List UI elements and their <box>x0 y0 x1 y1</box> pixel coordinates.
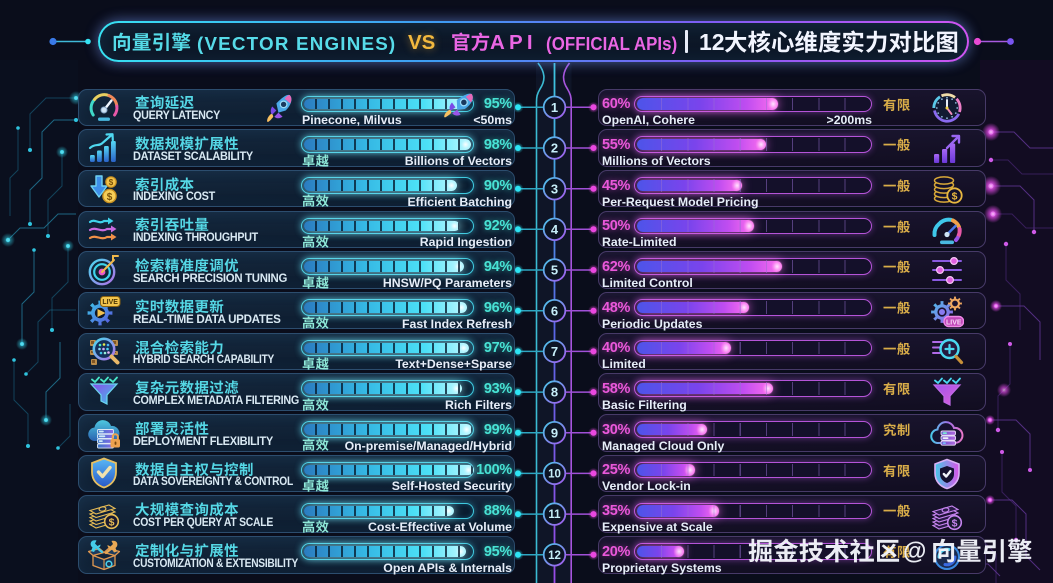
svg-text:7: 7 <box>551 344 558 359</box>
svg-text:LIVE: LIVE <box>102 299 118 306</box>
svg-text:8: 8 <box>551 385 558 400</box>
svg-text:2: 2 <box>551 141 558 156</box>
svg-text:9: 9 <box>551 425 558 440</box>
svg-text:3: 3 <box>551 181 558 196</box>
svg-text:LIVE: LIVE <box>946 319 962 326</box>
svg-text:1: 1 <box>551 100 558 115</box>
svg-text:$: $ <box>107 191 113 202</box>
svg-text:$: $ <box>952 190 958 202</box>
svg-text:4: 4 <box>551 222 559 237</box>
svg-text:$: $ <box>109 516 115 528</box>
svg-text:12: 12 <box>548 550 561 562</box>
svg-text:6: 6 <box>551 303 558 318</box>
svg-text:$: $ <box>109 178 114 187</box>
svg-text:$: $ <box>952 517 958 529</box>
svg-text:5: 5 <box>551 263 558 278</box>
svg-text:11: 11 <box>548 509 561 521</box>
svg-text:10: 10 <box>548 469 561 481</box>
